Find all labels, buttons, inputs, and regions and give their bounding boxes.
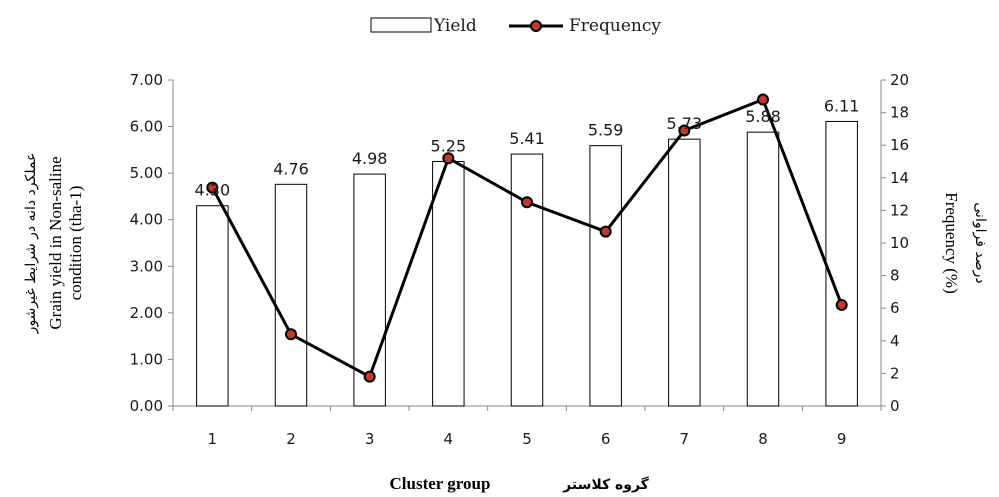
yield-bar: [589, 145, 622, 407]
frequency-line-series: [206, 93, 848, 383]
right-tick-label: 6: [890, 299, 900, 317]
y-left-title-line1: Grain yield in Non-saline: [46, 156, 65, 329]
y-left-title-persian: عملکرد دانه در شرایط غیرشور: [23, 153, 39, 335]
right-tick-label: 10: [890, 234, 909, 252]
y-right-title: Frequency (%): [942, 192, 961, 294]
yield-bar: [510, 153, 544, 407]
yield-bar: [353, 173, 386, 407]
right-tick-label: 2: [890, 364, 900, 382]
yield-data-label: 4.30: [195, 181, 231, 200]
left-tick-label: 2.00: [130, 304, 163, 322]
x-tick-label: 6: [601, 430, 611, 448]
left-tick-label: 1.00: [130, 350, 163, 368]
data-labels: 4.30 4.76 4.98 5.25 5.41 5.59 5.73 5.88 6.11: [195, 96, 860, 199]
y-right-title-persian: درصد فراوانی: [972, 202, 988, 283]
yield-data-label: 5.25: [431, 137, 467, 156]
right-tick-label: 12: [890, 201, 909, 219]
yield-data-label: 5.41: [509, 129, 545, 148]
frequency-point: [678, 124, 691, 137]
yield-data-label: 6.11: [824, 96, 860, 115]
left-tick-label: 0.00: [130, 397, 163, 415]
right-tick-label: 14: [890, 169, 909, 187]
left-tick-label: 5.00: [130, 164, 163, 182]
left-tick-label: 6.00: [130, 118, 163, 136]
frequency-point: [285, 328, 297, 341]
x-tick-label: 3: [365, 430, 375, 448]
x-axis-title: Cluster group: [390, 474, 491, 493]
x-tick-label: 7: [680, 430, 690, 448]
legend-frequency-marker: [530, 20, 542, 32]
legend-yield-swatch: [370, 17, 432, 33]
left-tick-label: 7.00: [130, 71, 163, 89]
frequency-point: [442, 152, 455, 165]
yield-data-label: 4.76: [273, 159, 309, 178]
legend: Yield Frequency: [370, 16, 661, 36]
x-axis-ticks: 1 2 3 4 5 6 7 8 9: [172, 406, 882, 448]
left-tick-label: 3.00: [130, 257, 163, 275]
yield-data-label: 4.98: [352, 149, 388, 168]
right-tick-label: 20: [890, 71, 909, 89]
yield-bar: [274, 183, 308, 407]
x-tick-label: 9: [837, 430, 847, 448]
legend-yield-label: Yield: [433, 16, 477, 36]
left-axis-ticks: 0.00 1.00 2.00 3.00 4.00 5.00 6.00 7.00: [130, 71, 173, 415]
x-tick-label: 5: [522, 430, 532, 448]
right-axis-ticks: 0 2 4 6 8 10 12 14 16 18 20: [881, 71, 909, 415]
yield-bar: [746, 131, 780, 407]
frequency-point: [835, 298, 848, 311]
frequency-point: [757, 93, 769, 106]
frequency-point: [363, 370, 376, 383]
right-tick-label: 4: [890, 332, 900, 350]
right-tick-label: 8: [890, 267, 900, 285]
legend-frequency-label: Frequency: [569, 16, 661, 36]
frequency-point: [206, 181, 219, 194]
x-tick-label: 4: [444, 430, 454, 448]
x-tick-label: 1: [208, 430, 218, 448]
frequency-point: [521, 196, 533, 209]
right-tick-label: 18: [890, 104, 909, 122]
yield-data-label: 5.73: [667, 114, 703, 133]
yield-bar: [196, 205, 229, 407]
x-tick-label: 2: [286, 430, 296, 448]
frequency-point: [599, 225, 612, 238]
y-left-title-line2: condition (tha-1): [66, 186, 85, 301]
yield-bar: [432, 161, 465, 407]
yield-data-label: 5.88: [745, 107, 781, 126]
x-tick-label: 8: [758, 430, 768, 448]
left-tick-label: 4.00: [130, 211, 163, 229]
x-axis-title-persian: گروه کلاستر: [562, 476, 650, 493]
yield-bar: [668, 138, 701, 407]
yield-bar: [825, 120, 858, 407]
right-tick-label: 0: [890, 397, 900, 415]
yield-data-label: 5.59: [588, 121, 624, 140]
right-tick-label: 16: [890, 136, 909, 154]
